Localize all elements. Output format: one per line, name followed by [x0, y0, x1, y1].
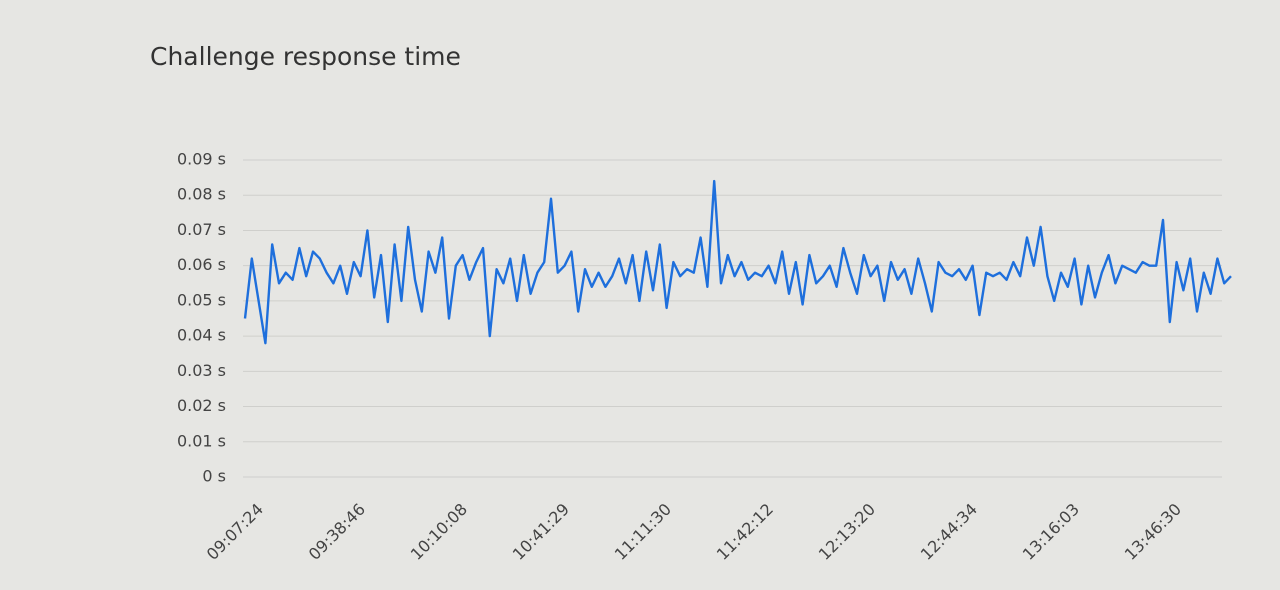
y-tick-label: 0.04 s — [177, 326, 226, 345]
y-tick-label: 0.05 s — [177, 290, 226, 309]
y-tick-label: 0 s — [202, 467, 226, 486]
y-tick-label: 0.01 s — [177, 431, 226, 450]
y-tick-label: 0.08 s — [177, 185, 226, 204]
y-tick-label: 0.03 s — [177, 361, 226, 380]
y-tick-label: 0.06 s — [177, 255, 226, 274]
y-tick-label: 0.07 s — [177, 220, 226, 239]
data-line — [243, 179, 1232, 345]
y-tick-label: 0.02 s — [177, 396, 226, 415]
y-tick-label: 0.09 s — [177, 150, 226, 169]
chart-title: Challenge response time — [150, 42, 461, 71]
